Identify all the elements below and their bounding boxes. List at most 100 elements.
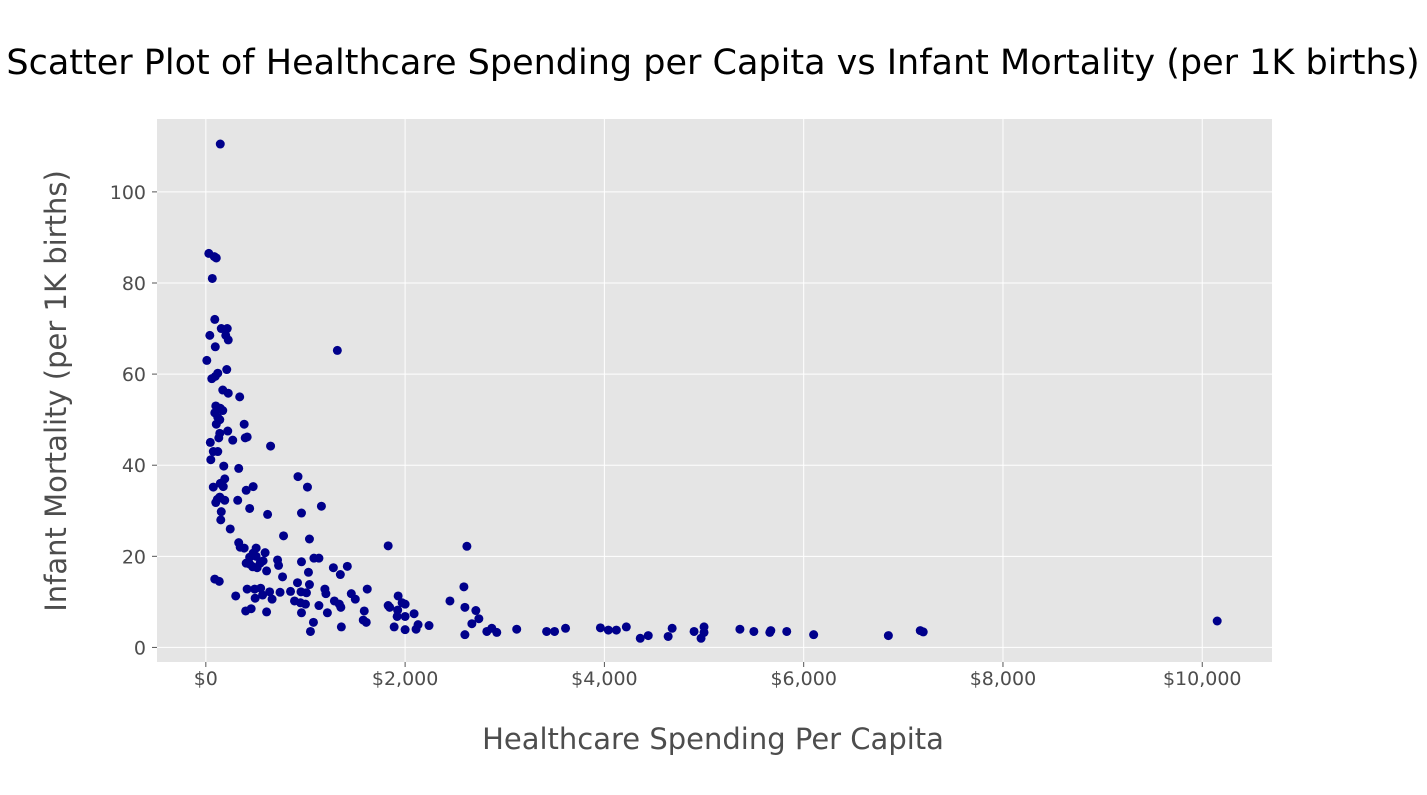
data-point (459, 582, 469, 592)
data-point (222, 324, 232, 334)
data-point (216, 507, 226, 517)
data-point (342, 561, 352, 571)
data-point (445, 596, 455, 606)
data-point (263, 509, 273, 519)
data-point (400, 599, 410, 609)
data-point (215, 139, 225, 149)
data-point (202, 355, 212, 365)
data-point (474, 614, 484, 624)
data-point (208, 482, 218, 492)
data-point (296, 608, 306, 618)
data-point (389, 622, 399, 632)
data-point (278, 572, 288, 582)
data-point (241, 606, 251, 616)
data-point (206, 455, 216, 465)
data-point (286, 586, 296, 596)
data-point (635, 633, 645, 643)
data-point (275, 587, 285, 597)
data-point (274, 560, 284, 570)
y-tick-label: 100 (110, 182, 146, 204)
grid-lines (157, 119, 1272, 662)
data-point (400, 611, 410, 621)
y-tick-label: 40 (122, 455, 146, 477)
data-point (296, 508, 306, 518)
data-point (462, 541, 472, 551)
x-tick-label: $2,000 (372, 668, 438, 690)
data-point (460, 630, 470, 640)
data-point (207, 374, 217, 384)
data-point (883, 631, 893, 641)
data-point (301, 588, 311, 598)
data-point (400, 625, 410, 635)
data-point (266, 441, 276, 451)
data-point (211, 253, 221, 263)
data-point (359, 606, 369, 616)
data-point (242, 432, 252, 442)
data-point (305, 626, 315, 636)
data-point (304, 534, 314, 544)
data-point (211, 498, 221, 508)
data-point (409, 609, 419, 619)
data-point (210, 342, 220, 352)
data-point (292, 578, 302, 588)
y-tick-label: 20 (122, 546, 146, 568)
data-point (239, 419, 249, 429)
x-axis-label: Healthcare Spending Per Capita (482, 722, 944, 756)
data-point (350, 594, 360, 604)
data-point (321, 589, 331, 599)
data-point (241, 485, 251, 495)
y-tick-label: 80 (122, 273, 146, 295)
data-point (460, 602, 470, 612)
data-point (233, 495, 243, 505)
y-tick-label: 0 (134, 637, 146, 659)
data-point (667, 623, 677, 633)
data-point (611, 625, 621, 635)
chart-title: Scatter Plot of Healthcare Spending per … (6, 43, 1419, 83)
data-point (256, 583, 266, 593)
x-tick-label: $6,000 (770, 668, 836, 690)
data-point (332, 345, 342, 355)
data-point (262, 607, 272, 617)
data-point (218, 406, 228, 416)
data-point (216, 515, 226, 525)
data-point (220, 495, 230, 505)
data-point (550, 626, 560, 636)
data-point (304, 580, 314, 590)
data-point (223, 335, 233, 345)
data-point (296, 557, 306, 567)
data-point (542, 626, 552, 636)
data-point (314, 601, 324, 611)
y-tick-label: 60 (122, 364, 146, 386)
data-point (766, 626, 776, 636)
data-point (385, 602, 395, 612)
data-point (248, 482, 258, 492)
data-point (749, 626, 759, 636)
data-point (267, 594, 277, 604)
data-point (219, 461, 229, 471)
data-point (393, 591, 403, 601)
data-point (223, 426, 233, 436)
data-point (603, 625, 613, 635)
y-axis-ticks: 0 20 40 60 80 100 (110, 182, 157, 659)
data-point (222, 365, 232, 375)
data-point (279, 531, 289, 541)
data-point (316, 501, 326, 511)
data-point (231, 591, 241, 601)
data-point (411, 624, 421, 634)
data-point (1212, 616, 1222, 626)
data-point (293, 472, 303, 482)
data-point (214, 433, 224, 443)
data-point (242, 584, 252, 594)
data-point (561, 623, 571, 633)
data-point (335, 570, 345, 580)
data-point (663, 631, 673, 641)
data-point (492, 627, 502, 637)
data-point (322, 608, 332, 618)
x-axis-ticks: $0 $2,000 $4,000 $6,000 $8,000 $10,000 (194, 662, 1242, 690)
data-point (361, 617, 371, 627)
data-point (735, 624, 745, 634)
data-point (383, 541, 393, 551)
data-point (223, 388, 233, 398)
x-tick-label: $4,000 (571, 668, 637, 690)
